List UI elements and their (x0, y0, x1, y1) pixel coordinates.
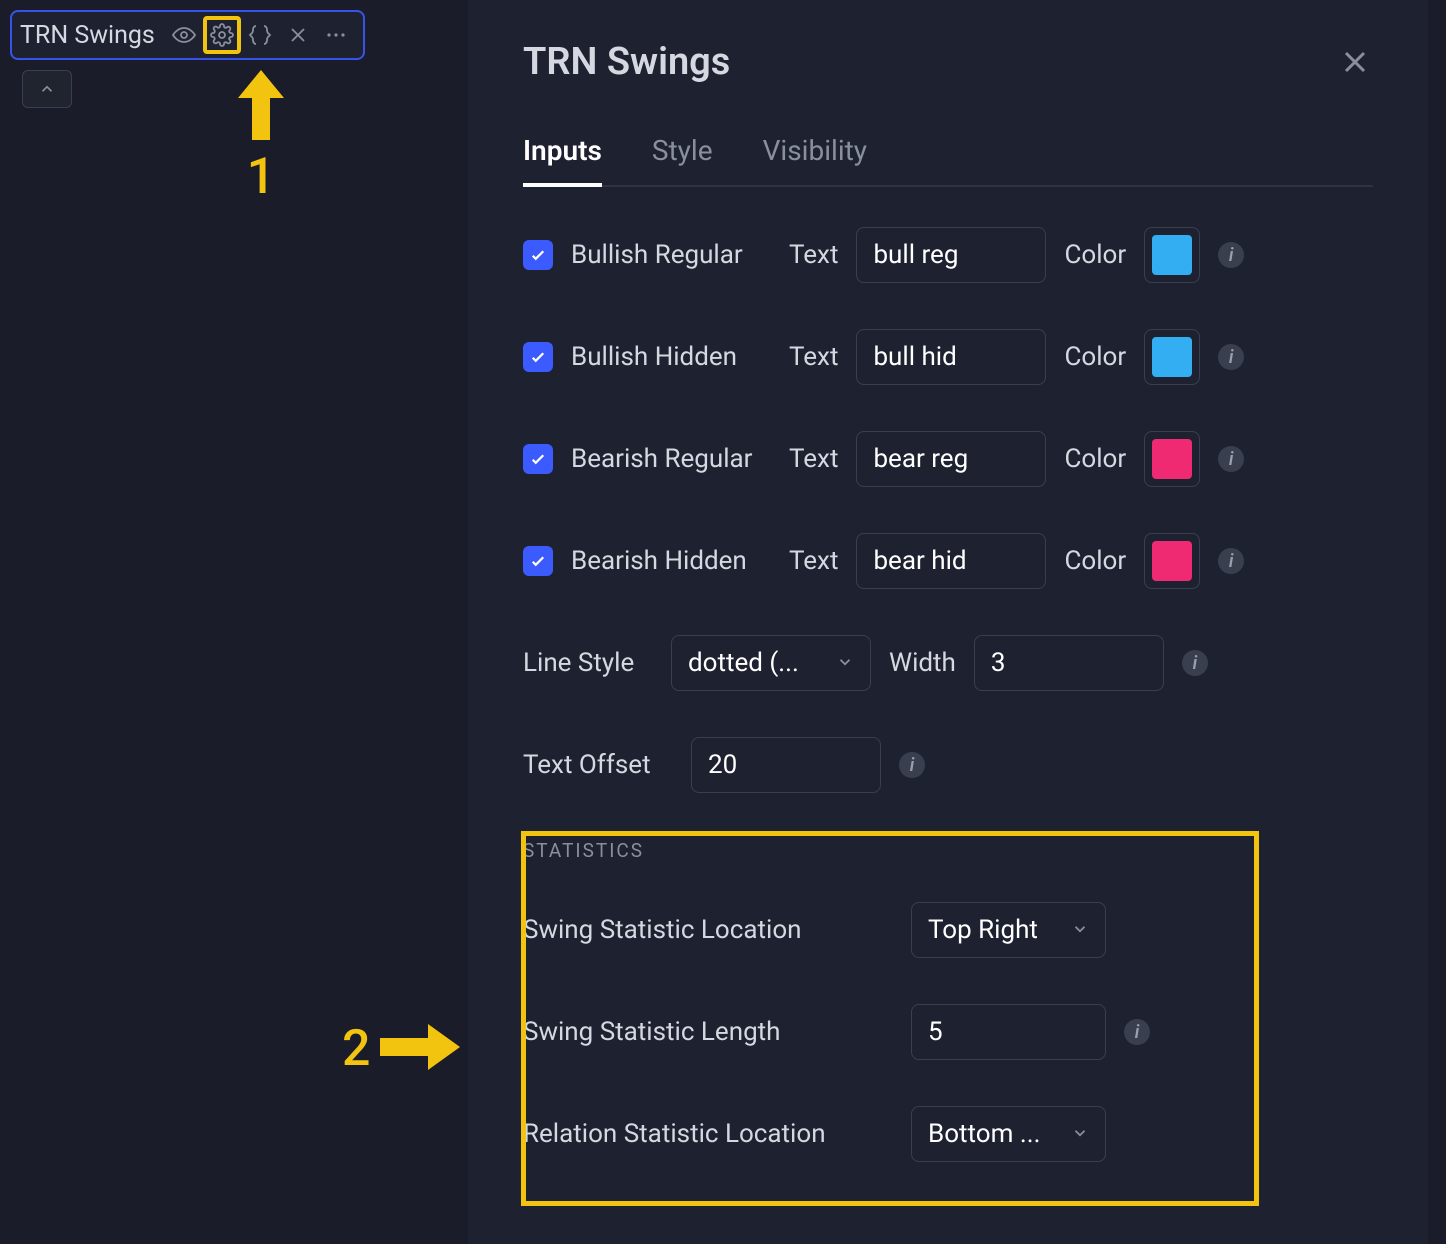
row-swing-stat-length: Swing Statistic Length i (523, 1004, 1373, 1060)
label-bullish-hidden: Bullish Hidden (571, 342, 771, 372)
checkbox-bullish-regular[interactable] (523, 240, 553, 270)
input-bullish-regular-text[interactable] (856, 227, 1046, 283)
row-bullish-hidden: Bullish Hidden Text Color i (523, 329, 1373, 385)
info-icon[interactable]: i (1218, 548, 1244, 574)
row-bearish-hidden: Bearish Hidden Text Color i (523, 533, 1373, 589)
info-icon[interactable]: i (1218, 446, 1244, 472)
input-swing-stat-length[interactable] (911, 1004, 1106, 1060)
tab-visibility[interactable]: Visibility (763, 134, 867, 185)
row-swing-stat-location: Swing Statistic Location Top Right (523, 902, 1373, 958)
checkbox-bullish-hidden[interactable] (523, 342, 553, 372)
more-icon[interactable] (317, 16, 355, 54)
row-line-style: Line Style dotted (... Width i (523, 635, 1373, 691)
text-label: Text (789, 240, 838, 270)
settings-gear-icon[interactable] (203, 16, 241, 54)
select-swing-stat-location[interactable]: Top Right (911, 902, 1106, 958)
indicator-title: TRN Swings (20, 21, 155, 50)
select-swing-stat-location-value: Top Right (928, 915, 1038, 945)
select-relation-stat-location-value: Bottom ... (928, 1119, 1040, 1149)
eye-icon[interactable] (165, 16, 203, 54)
chevron-down-icon (1071, 1119, 1089, 1149)
info-icon[interactable]: i (899, 752, 925, 778)
indicator-titlebar: TRN Swings (10, 10, 365, 60)
checkbox-bearish-hidden[interactable] (523, 546, 553, 576)
color-label: Color (1064, 546, 1126, 576)
row-relation-stat-location: Relation Statistic Location Bottom ... (523, 1106, 1373, 1162)
dialog-tabs: Inputs Style Visibility (523, 134, 1373, 187)
label-width: Width (889, 648, 956, 678)
annotation-number-2: 2 (342, 1020, 370, 1078)
tab-inputs[interactable]: Inputs (523, 134, 602, 187)
chevron-down-icon (836, 648, 854, 678)
annotation-arrow-1: 1 (238, 70, 284, 206)
chevron-down-icon (1071, 915, 1089, 945)
color-swatch-bullish-hidden[interactable] (1144, 329, 1200, 385)
text-label: Text (789, 546, 838, 576)
dialog-close-icon[interactable] (1337, 44, 1373, 80)
input-bearish-regular-text[interactable] (856, 431, 1046, 487)
color-label: Color (1064, 240, 1126, 270)
row-text-offset: Text Offset i (523, 737, 1373, 793)
label-swing-stat-length: Swing Statistic Length (523, 1017, 893, 1047)
label-bearish-regular: Bearish Regular (571, 444, 771, 474)
color-label: Color (1064, 342, 1126, 372)
source-code-icon[interactable] (241, 16, 279, 54)
row-bearish-regular: Bearish Regular Text Color i (523, 431, 1373, 487)
input-text-offset[interactable] (691, 737, 881, 793)
section-header-statistics: STATISTICS (523, 839, 1373, 862)
info-icon[interactable]: i (1218, 242, 1244, 268)
input-line-width[interactable] (974, 635, 1164, 691)
tab-style[interactable]: Style (652, 134, 713, 185)
label-bullish-regular: Bullish Regular (571, 240, 771, 270)
dialog-title: TRN Swings (523, 40, 730, 84)
annotation-arrow-2: 2 (342, 1020, 460, 1078)
input-bearish-hidden-text[interactable] (856, 533, 1046, 589)
checkbox-bearish-regular[interactable] (523, 444, 553, 474)
label-swing-stat-location: Swing Statistic Location (523, 915, 893, 945)
input-bullish-hidden-text[interactable] (856, 329, 1046, 385)
select-line-style-value: dotted (... (688, 648, 799, 678)
select-line-style[interactable]: dotted (... (671, 635, 871, 691)
label-bearish-hidden: Bearish Hidden (571, 546, 771, 576)
label-text-offset: Text Offset (523, 750, 673, 780)
color-swatch-bearish-regular[interactable] (1144, 431, 1200, 487)
color-label: Color (1064, 444, 1126, 474)
color-swatch-bearish-hidden[interactable] (1144, 533, 1200, 589)
label-relation-stat-location: Relation Statistic Location (523, 1119, 893, 1149)
annotation-number-1: 1 (247, 148, 275, 206)
row-bullish-regular: Bullish Regular Text Color i (523, 227, 1373, 283)
info-icon[interactable]: i (1218, 344, 1244, 370)
label-line-style: Line Style (523, 648, 653, 678)
collapse-button[interactable] (22, 70, 72, 108)
text-label: Text (789, 342, 838, 372)
color-swatch-bullish-regular[interactable] (1144, 227, 1200, 283)
close-icon[interactable] (279, 16, 317, 54)
text-label: Text (789, 444, 838, 474)
select-relation-stat-location[interactable]: Bottom ... (911, 1106, 1106, 1162)
info-icon[interactable]: i (1182, 650, 1208, 676)
settings-dialog: TRN Swings Inputs Style Visibility Bulli… (468, 0, 1428, 1244)
info-icon[interactable]: i (1124, 1019, 1150, 1045)
